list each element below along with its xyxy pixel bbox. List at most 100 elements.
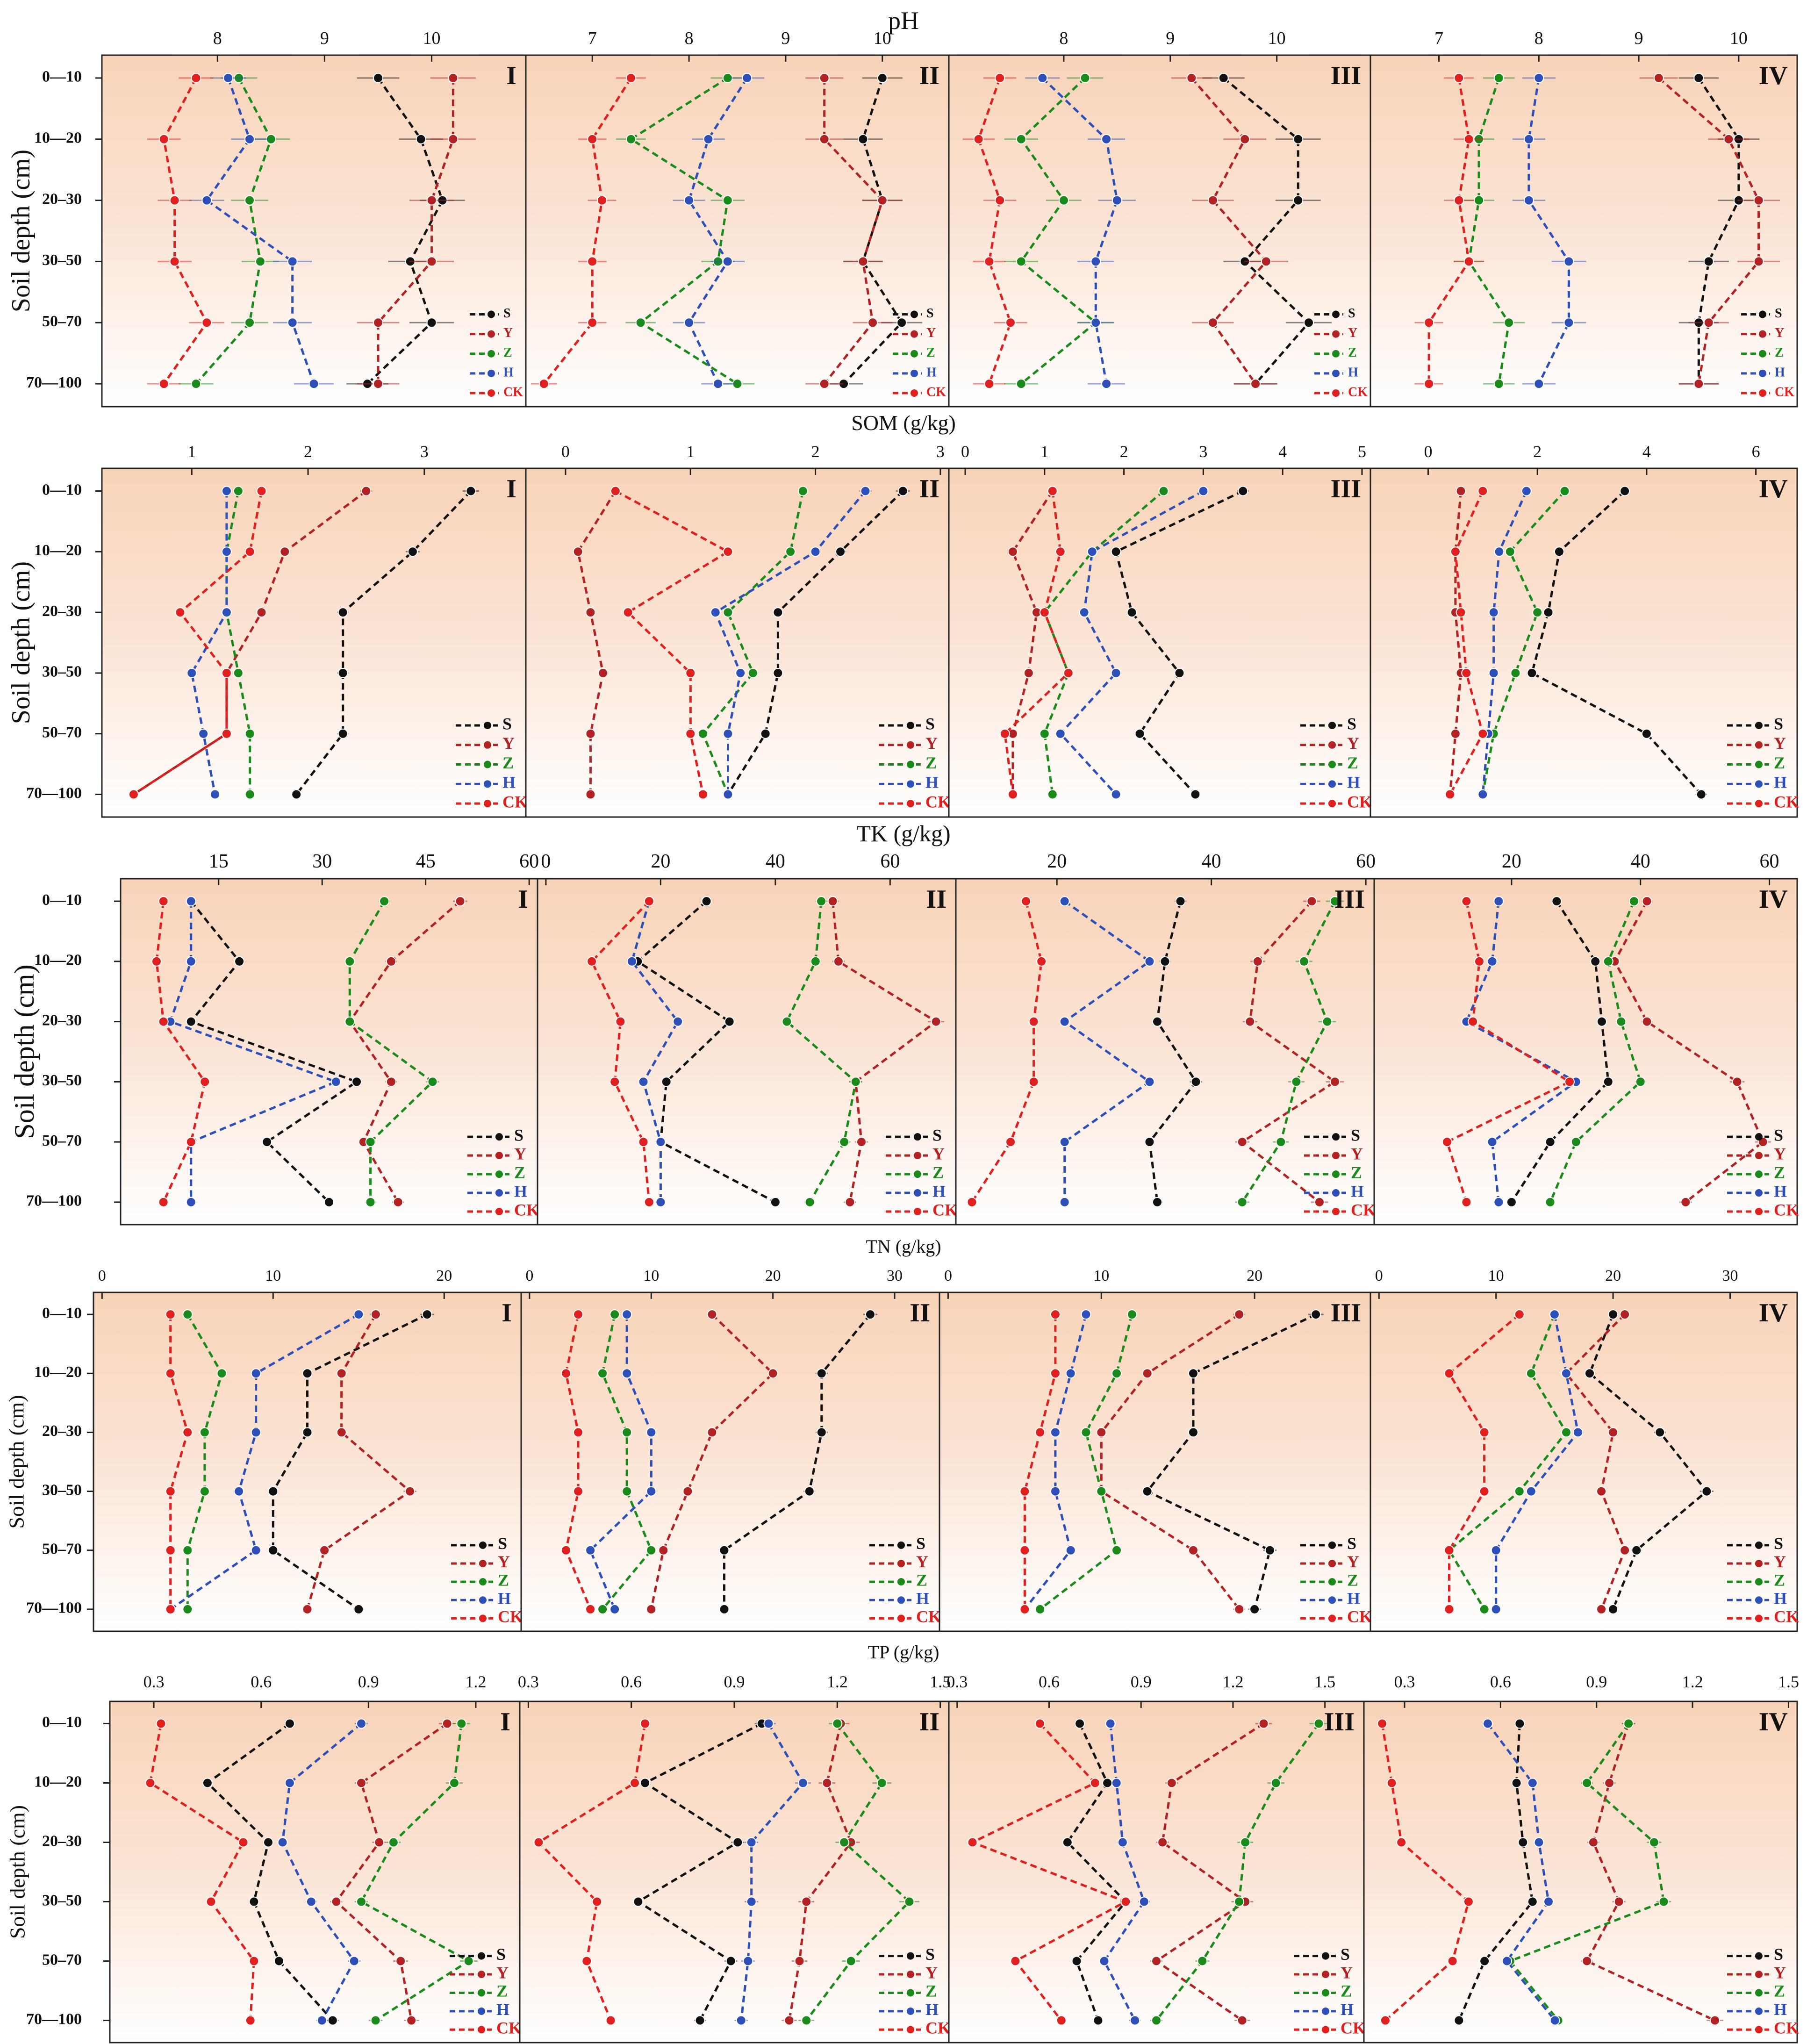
legend-item-CK: CK (886, 1200, 958, 1219)
legend-label: Z (1774, 1571, 1785, 1589)
legend-marker (907, 722, 914, 730)
x-tick-label: 10 (423, 29, 441, 48)
y-axis-label: Soil depth (cm) (5, 1395, 29, 1528)
series-line-H (740, 1723, 804, 2021)
x-tick-label: 10 (265, 1267, 281, 1284)
legend-marker (1759, 310, 1766, 318)
panel-frame (1370, 467, 1798, 818)
y-axis-label: Soil depth (cm) (7, 561, 36, 724)
legend-item-H: H (1294, 2000, 1354, 2019)
chart-row-4: TN (g/kg) Soil depth (cm) 0—10 10—20 20–30 30… (5, 1236, 1799, 1632)
panel-background (1370, 468, 1797, 817)
y-tick-label: 0—10 (42, 68, 82, 86)
data-point-Z (191, 379, 201, 389)
legend-marker (1755, 1152, 1763, 1160)
legend-marker (478, 1989, 485, 1997)
y-tick-label: 0—10 (42, 481, 82, 498)
legend-marker (1332, 389, 1340, 397)
legend-item-H: H (467, 1182, 527, 1200)
site-label: III (1324, 1707, 1355, 1736)
legend-marker (907, 2026, 914, 2034)
data-point-Z (456, 1718, 467, 1729)
x-tick-label: 30 (312, 851, 332, 872)
legend-marker (1755, 1170, 1763, 1178)
data-point-S (719, 1604, 730, 1614)
legend-label: Z (498, 1571, 509, 1589)
data-point-CK (625, 72, 636, 83)
series-line-Z (1155, 1722, 1320, 2022)
legend-marker (495, 1189, 503, 1197)
data-point-S (1293, 195, 1304, 206)
x-tick-label: 8 (1059, 29, 1068, 48)
series-line-CK (1023, 1314, 1057, 1609)
site-label: I (506, 474, 516, 503)
data-point-CK (1005, 1137, 1016, 1148)
legend-item-CK: CK (1727, 792, 1799, 811)
data-point-CK (1377, 1718, 1388, 1729)
data-point-S (816, 1427, 827, 1438)
data-point-Y (819, 134, 830, 144)
data-point-Z (797, 486, 808, 496)
data-point-S (1454, 2015, 1464, 2026)
series-line-Y (377, 78, 454, 384)
series-line-Z (805, 1722, 911, 2022)
legend-marker (914, 1133, 921, 1141)
legend-label: Y (916, 1552, 928, 1571)
series-line-Y (133, 490, 367, 796)
series-Y (302, 1309, 416, 1614)
x-tick-label: 2 (811, 442, 820, 461)
site-label: IV (1759, 61, 1788, 90)
chart-row-2: SOM (g/kg) Soil depth (cm) 0—10 10—20 20–30 3… (7, 411, 1799, 818)
x-tick-label: 7 (588, 29, 597, 48)
x-tick-label: 1.2 (1682, 1672, 1703, 1691)
data-point-S (1631, 1545, 1642, 1556)
data-point-H (1099, 1956, 1110, 1966)
legend-label: CK (498, 1607, 523, 1626)
legend-label: CK (925, 792, 951, 811)
data-point-S (263, 1837, 274, 1848)
data-point-S (1174, 667, 1185, 678)
data-point-H (1081, 1309, 1091, 1320)
x-tick-label: 8 (213, 29, 222, 48)
data-point-H (1059, 896, 1070, 907)
data-point-CK (186, 1137, 196, 1148)
legend-label: H (1774, 1589, 1787, 1608)
data-point-Z (1322, 1016, 1333, 1027)
data-point-CK (685, 728, 696, 739)
series-line-Y (1585, 1723, 1716, 2022)
data-point-S (1585, 1368, 1595, 1379)
data-point-Z (876, 1778, 887, 1788)
data-point-S (249, 1896, 259, 1907)
series-S (1527, 486, 1707, 800)
series-line-H (1041, 77, 1119, 384)
series-line-S (723, 1313, 871, 1609)
legend-label: H (926, 365, 937, 380)
legend-item-S: S (1314, 306, 1355, 321)
series-line-CK (1427, 78, 1470, 384)
series-CK (962, 72, 1027, 389)
series-line-H (714, 490, 867, 795)
data-point-Z (344, 1016, 355, 1027)
data-point-Y (1450, 728, 1461, 739)
data-point-S (1160, 956, 1170, 967)
data-point-Y (1753, 256, 1764, 267)
series-line-CK (1449, 490, 1484, 795)
data-point-Z (597, 1604, 608, 1614)
data-point-Z (216, 1368, 227, 1379)
legend-item-S: S (456, 714, 512, 733)
panel-frame (1373, 878, 1798, 1226)
data-point-Y (784, 2015, 795, 2026)
y-tick-label: 0—10 (42, 1305, 82, 1322)
data-point-Y (682, 1486, 693, 1497)
data-point-CK (1463, 134, 1474, 144)
data-point-H (622, 1368, 632, 1379)
legend-label: Z (1347, 1571, 1358, 1589)
data-point-Z (747, 667, 758, 678)
data-point-Z (1158, 486, 1169, 496)
data-point-S (1554, 546, 1564, 557)
data-point-Y (426, 195, 437, 206)
